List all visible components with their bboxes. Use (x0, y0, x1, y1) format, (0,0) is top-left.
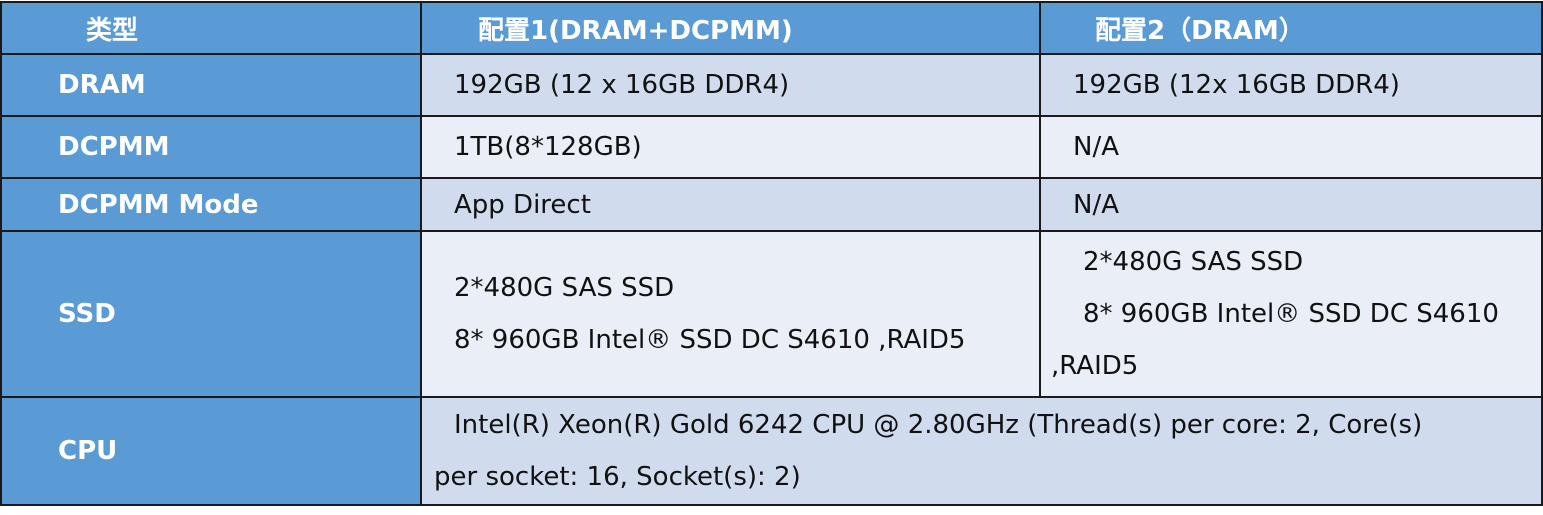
cell: App Direct (420, 177, 1041, 232)
header-type: 类型 (0, 1, 422, 55)
cell-line: 8* 960GB Intel® SSD DC S4610 (1083, 299, 1499, 329)
row-label: SSD (0, 230, 422, 398)
table-row: CPU Intel(R) Xeon(R) Gold 6242 CPU @ 2.8… (0, 396, 1543, 506)
cell: 1TB(8*128GB) (420, 115, 1041, 179)
cell: N/A (1039, 115, 1543, 179)
table-row: DCPMM Mode App Direct N/A (0, 177, 1543, 232)
cell: Intel(R) Xeon(R) Gold 6242 CPU @ 2.80GHz… (420, 396, 1543, 506)
cell-line: Intel(R) Xeon(R) Gold 6242 CPU @ 2.80GHz… (454, 410, 1423, 440)
cell: 192GB (12x 16GB DDR4) (1039, 53, 1543, 117)
cell-line: 2*480G SAS SSD (454, 273, 675, 303)
cell: 2*480G SAS SSD 8* 960GB Intel® SSD DC S4… (420, 230, 1041, 398)
row-label: CPU (0, 396, 422, 506)
cell: 2*480G SAS SSD 8* 960GB Intel® SSD DC S4… (1039, 230, 1543, 398)
row-label: DCPMM (0, 115, 422, 179)
row-label: DCPMM Mode (0, 177, 422, 232)
row-label: DRAM (0, 53, 422, 117)
header-config1: 配置1(DRAM+DCPMM) (420, 1, 1041, 55)
header-config2: 配置2（DRAM） (1039, 1, 1543, 55)
table-row: DCPMM 1TB(8*128GB) N/A (0, 115, 1543, 179)
cell-line: 8* 960GB Intel® SSD DC S4610 ,RAID5 (454, 325, 966, 355)
table-row: DRAM 192GB (12 x 16GB DDR4) 192GB (12x 1… (0, 53, 1543, 117)
cell-line: 2*480G SAS SSD (1083, 247, 1304, 277)
cell-line: ,RAID5 (1051, 351, 1139, 381)
cell: 192GB (12 x 16GB DDR4) (420, 53, 1041, 117)
table-row: SSD 2*480G SAS SSD 8* 960GB Intel® SSD D… (0, 230, 1543, 398)
header-row: 类型 配置1(DRAM+DCPMM) 配置2（DRAM） (0, 1, 1543, 55)
cell: N/A (1039, 177, 1543, 232)
cell-line: per socket: 16, Socket(s): 2) (434, 462, 801, 492)
